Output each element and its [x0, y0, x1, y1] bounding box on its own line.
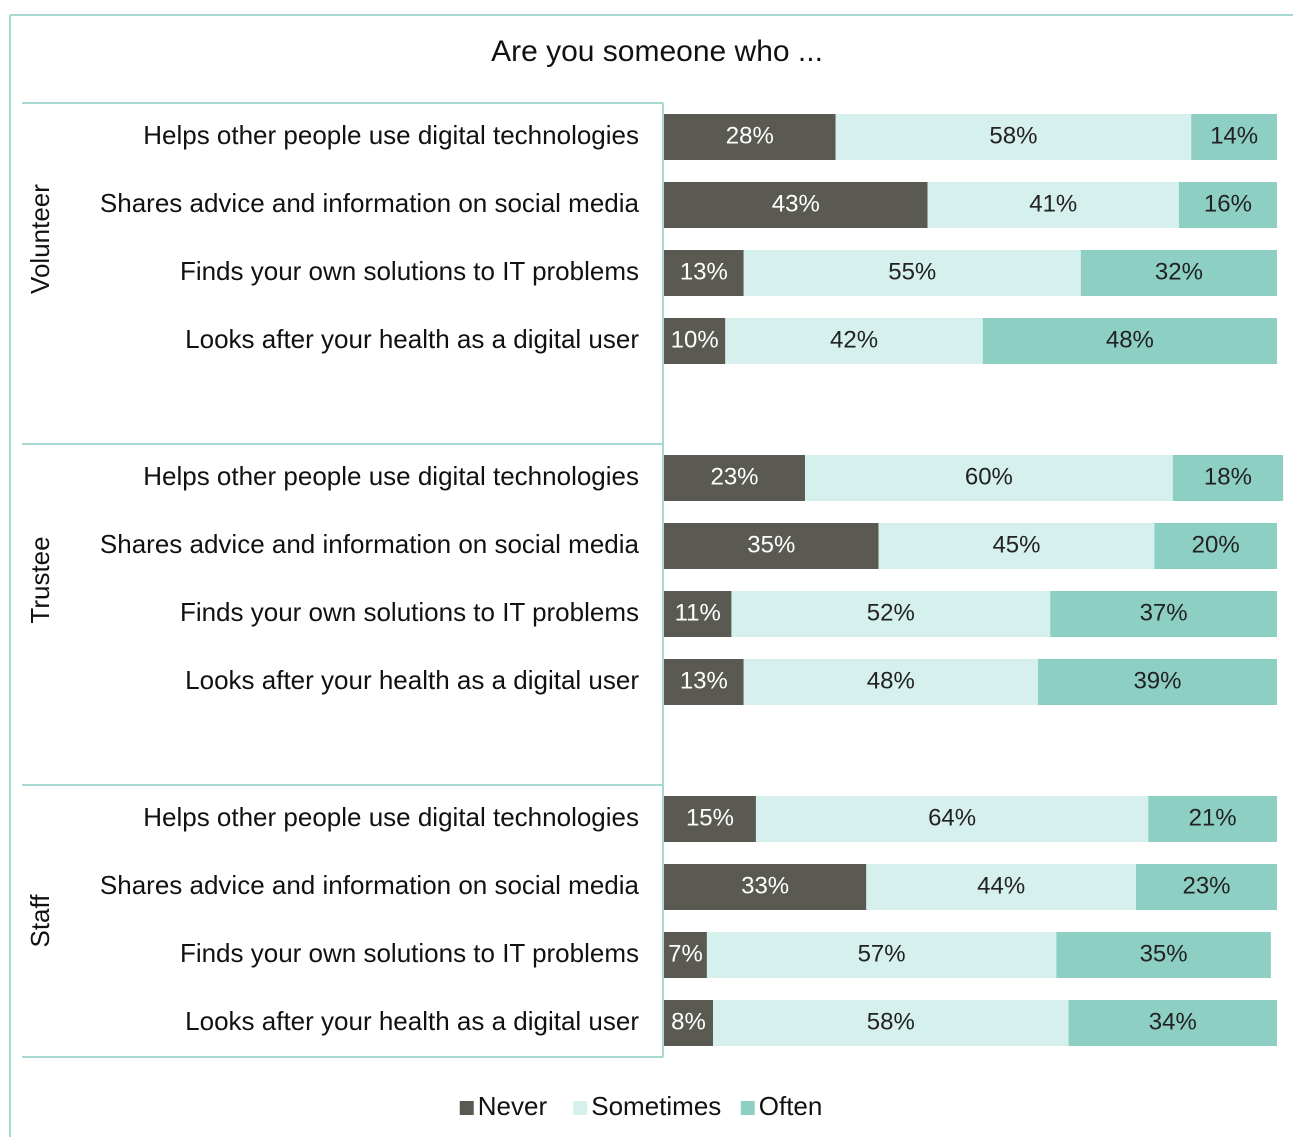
value-label: 35% — [1140, 940, 1188, 967]
bar-segment — [878, 523, 1155, 569]
legend-label: Often — [759, 1091, 823, 1121]
bar-segment — [743, 659, 1038, 705]
bar-segment — [1056, 932, 1271, 978]
value-label: 23% — [710, 463, 758, 490]
y-tick-label: Finds your own solutions to IT problems — [180, 938, 639, 968]
value-label: 11% — [675, 599, 721, 626]
value-label: 39% — [1133, 667, 1181, 694]
value-label: 48% — [1106, 326, 1154, 353]
bar-segment — [1136, 864, 1277, 910]
value-label: 13% — [680, 667, 728, 694]
y-tick-label: Helps other people use digital technolog… — [143, 461, 639, 491]
value-label: 15% — [686, 804, 734, 831]
value-label: 58% — [989, 122, 1037, 149]
legend-label: Never — [478, 1091, 548, 1121]
bar-segment — [664, 182, 928, 228]
bar-segment — [664, 591, 732, 637]
bar-segment — [927, 182, 1179, 228]
y-tick-label: Looks after your health as a digital use… — [185, 1006, 639, 1036]
value-label: 34% — [1149, 1008, 1197, 1035]
value-label: 8% — [671, 1008, 706, 1035]
y-tick-label: Shares advice and information on social … — [100, 529, 640, 559]
bar-segment — [755, 796, 1149, 842]
bar-segment — [1191, 114, 1277, 160]
bar-segment — [664, 318, 726, 364]
bar-segment — [664, 932, 707, 978]
bar-segment — [1172, 455, 1284, 501]
value-label: 64% — [928, 804, 976, 831]
bar-segment — [804, 455, 1173, 501]
value-label: 57% — [858, 940, 906, 967]
y-tick-label: Shares advice and information on social … — [100, 188, 640, 218]
value-label: 28% — [726, 122, 774, 149]
bar-segment — [664, 1000, 714, 1046]
legend-swatch — [573, 1101, 588, 1115]
value-label: 16% — [1204, 190, 1252, 217]
y-tick-label: Shares advice and information on social … — [100, 870, 640, 900]
value-label: 13% — [680, 258, 728, 285]
legend-label: Sometimes — [591, 1091, 721, 1121]
y-tick-label: Finds your own solutions to IT problems — [180, 256, 639, 286]
y-tick-label: Helps other people use digital technolog… — [143, 802, 639, 832]
bar-segment — [1154, 523, 1277, 569]
bar-segment — [1037, 659, 1277, 705]
value-label: 33% — [741, 872, 789, 899]
value-label: 23% — [1182, 872, 1230, 899]
bar-segment — [664, 114, 836, 160]
value-label: 21% — [1189, 804, 1237, 831]
value-label: 52% — [867, 599, 915, 626]
bar-segment — [1050, 591, 1277, 637]
bar-segment — [664, 250, 744, 296]
value-label: 48% — [867, 667, 915, 694]
value-label: 32% — [1155, 258, 1203, 285]
group-label: Staff — [25, 894, 55, 948]
y-tick-label: Helps other people use digital technolog… — [143, 120, 639, 150]
bar-segment — [731, 591, 1051, 637]
bar-segment — [982, 318, 1277, 364]
value-label: 55% — [888, 258, 936, 285]
group-label: Volunteer — [25, 184, 55, 294]
bar-segment — [866, 864, 1137, 910]
bar-segment — [1080, 250, 1277, 296]
value-label: 35% — [747, 531, 795, 558]
bar-segment — [664, 796, 756, 842]
value-label: 37% — [1140, 599, 1188, 626]
bar-segment — [1148, 796, 1277, 842]
value-label: 60% — [965, 463, 1013, 490]
value-label: 7% — [668, 940, 703, 967]
value-label: 18% — [1204, 463, 1252, 490]
bar-segment — [835, 114, 1192, 160]
bar-segment — [664, 864, 867, 910]
bar-segment — [713, 1000, 1069, 1046]
bar-segment — [706, 932, 1057, 978]
bar-segment — [1178, 182, 1277, 228]
group-label: Trustee — [25, 536, 55, 623]
bar-segment — [725, 318, 983, 364]
value-label: 41% — [1029, 190, 1077, 217]
bar-segment — [743, 250, 1081, 296]
value-label: 10% — [671, 326, 719, 353]
bar-segment — [1068, 1000, 1277, 1046]
y-tick-label: Looks after your health as a digital use… — [185, 324, 639, 354]
value-label: 42% — [830, 326, 878, 353]
value-label: 20% — [1192, 531, 1240, 558]
value-label: 43% — [772, 190, 820, 217]
value-label: 14% — [1210, 122, 1258, 149]
legend-swatch — [459, 1101, 474, 1115]
chart-title: Are you someone who ... — [491, 35, 823, 68]
value-label: 58% — [867, 1008, 915, 1035]
bar-segment — [664, 523, 879, 569]
legend-swatch — [740, 1101, 755, 1115]
value-label: 44% — [977, 872, 1025, 899]
bar-segment — [664, 659, 744, 705]
y-tick-label: Looks after your health as a digital use… — [185, 665, 639, 695]
y-tick-label: Finds your own solutions to IT problems — [180, 597, 639, 627]
value-label: 45% — [992, 531, 1040, 558]
bar-segment — [664, 455, 805, 501]
